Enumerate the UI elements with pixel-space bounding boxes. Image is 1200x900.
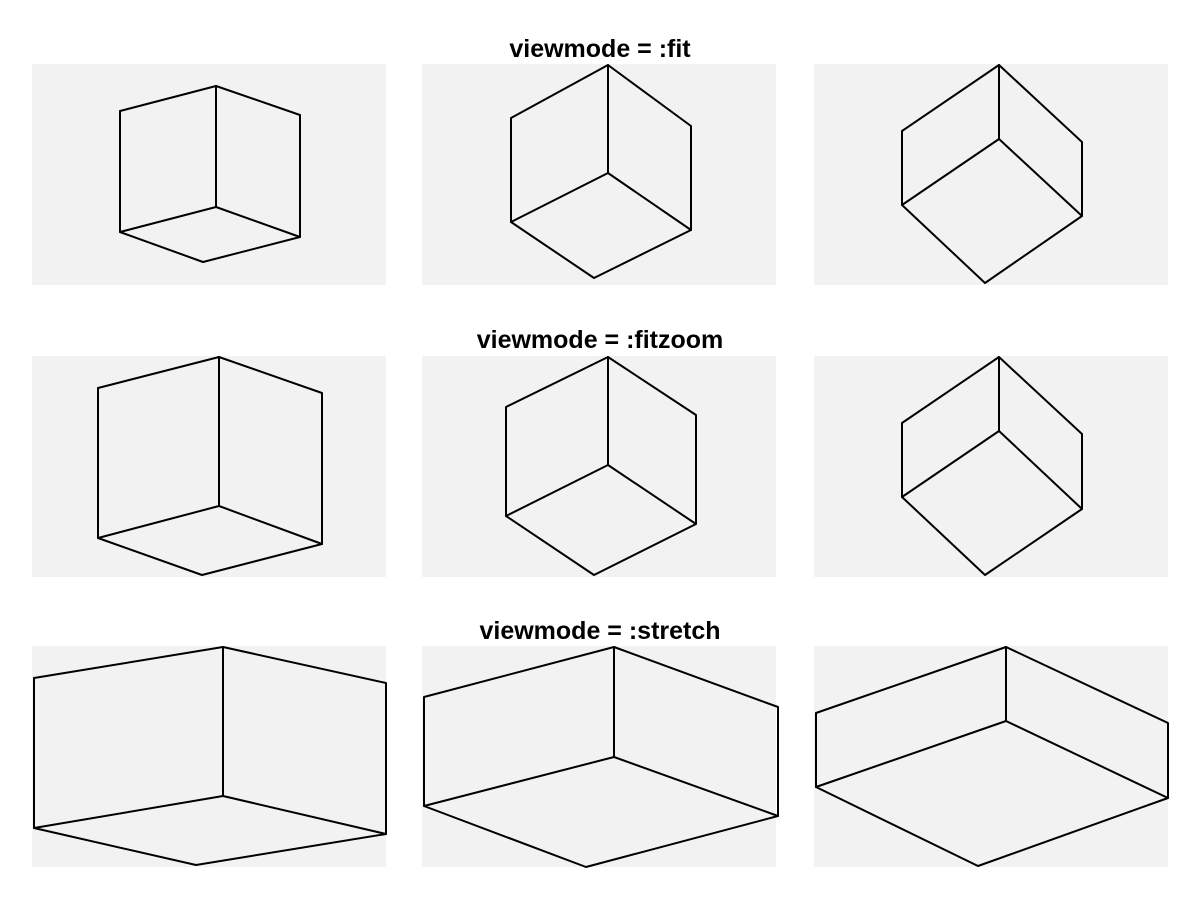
cube-edge bbox=[510, 172, 609, 223]
cube-edge bbox=[607, 464, 697, 525]
row-title-fit: viewmode = :fit bbox=[509, 35, 691, 63]
cube-outline bbox=[901, 64, 1083, 284]
cube-wireframe-fitzoom-2 bbox=[505, 356, 697, 576]
panel-fit-2 bbox=[422, 64, 776, 285]
cube-edge bbox=[613, 756, 779, 817]
cube-edge bbox=[215, 206, 301, 238]
cube-wireframe-stretch-2 bbox=[423, 646, 779, 868]
cube-outline bbox=[815, 646, 1169, 867]
cube-wireframe-fitzoom-1 bbox=[97, 356, 323, 576]
cube-edge bbox=[607, 172, 692, 231]
cube-edge bbox=[815, 720, 1007, 788]
cube-outline bbox=[33, 646, 387, 866]
cube-edge bbox=[222, 795, 387, 835]
panel-stretch-1 bbox=[32, 646, 387, 867]
cube-wireframe-stretch-3 bbox=[815, 646, 1169, 867]
cube-edge bbox=[119, 206, 217, 233]
cube-outline bbox=[119, 85, 301, 263]
cube-edge bbox=[505, 464, 609, 517]
cube-edge bbox=[998, 430, 1083, 510]
cube-wireframe-fit-2 bbox=[510, 64, 692, 279]
cube-edge bbox=[1005, 720, 1169, 799]
panel-stretch-2 bbox=[422, 646, 779, 868]
row-title-stretch: viewmode = :stretch bbox=[479, 617, 721, 645]
cube-edge bbox=[97, 505, 220, 539]
cube-edge bbox=[901, 430, 1000, 498]
panel-fit-3 bbox=[814, 64, 1168, 285]
panel-fitzoom-2 bbox=[422, 356, 776, 577]
row-title-fitzoom: viewmode = :fitzoom bbox=[476, 326, 724, 354]
cube-wireframe-fitzoom-3 bbox=[901, 356, 1083, 576]
cube-outline bbox=[510, 64, 692, 279]
cube-edge bbox=[998, 138, 1083, 217]
cube-outline bbox=[901, 356, 1083, 576]
cube-outline bbox=[423, 646, 779, 868]
panel-fit-1 bbox=[32, 64, 386, 285]
cube-wireframe-fit-3 bbox=[901, 64, 1083, 284]
cube-edge bbox=[33, 795, 224, 829]
panel-stretch-3 bbox=[814, 646, 1169, 867]
cube-wireframe-fit-1 bbox=[119, 85, 301, 263]
panel-fitzoom-3 bbox=[814, 356, 1168, 577]
cube-edge bbox=[218, 505, 323, 545]
cube-wireframe-stretch-1 bbox=[33, 646, 387, 866]
cube-outline bbox=[97, 356, 323, 576]
cube-edge bbox=[901, 138, 1000, 206]
cube-outline bbox=[505, 356, 697, 576]
panel-fitzoom-1 bbox=[32, 356, 386, 577]
cube-edge bbox=[423, 756, 615, 807]
